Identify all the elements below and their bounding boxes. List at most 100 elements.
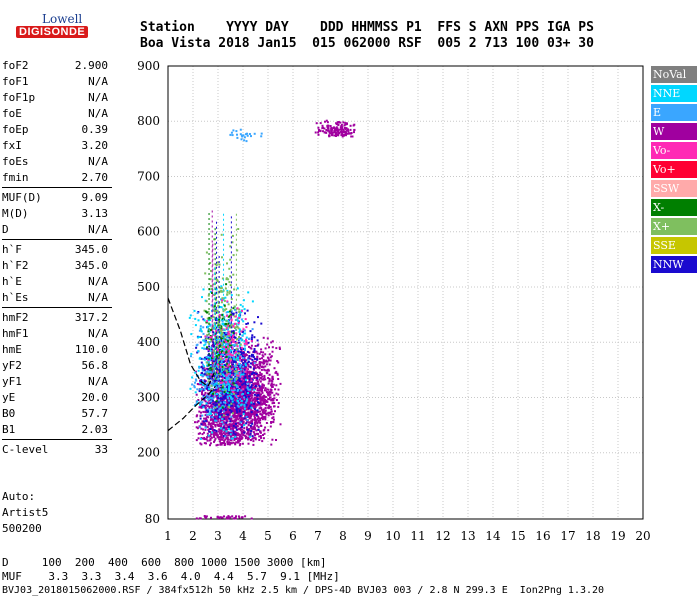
echo-point [201, 363, 204, 366]
echo-point [241, 371, 244, 373]
echo-point [259, 357, 261, 360]
echo-point [211, 288, 213, 290]
echo-point [243, 329, 246, 332]
echo-point [201, 433, 204, 436]
echo-point [221, 320, 224, 323]
echo-point [351, 135, 354, 138]
echo-point [254, 398, 257, 401]
echo-point [233, 384, 236, 387]
echo-point [239, 133, 242, 136]
echo-point [236, 326, 239, 329]
echo-point [261, 384, 264, 386]
echo-point [240, 311, 243, 314]
echo-point [214, 360, 217, 363]
echo-point [249, 405, 252, 408]
echo-point [256, 418, 259, 421]
echo-point [253, 393, 256, 396]
echo-point [270, 413, 273, 416]
echo-point [237, 402, 240, 404]
echo-point [246, 406, 249, 409]
header-values: Boa Vista 2018 Jan15 015 062000 RSF 005 … [140, 36, 594, 51]
y-tick-label: 80 [145, 512, 160, 526]
echo-point [238, 401, 241, 404]
echo-point [237, 341, 240, 344]
echo-point [233, 315, 236, 318]
echo-point [210, 317, 213, 320]
echo-point [194, 421, 196, 424]
echo-point [238, 353, 241, 356]
param-row: foF2 2.900 [2, 58, 110, 74]
echo-point [255, 392, 258, 394]
echo-point [213, 440, 215, 443]
echo-point [212, 351, 215, 354]
echo-point [257, 316, 259, 319]
echo-point [232, 390, 234, 393]
echo-point [226, 340, 229, 342]
echo-point [212, 355, 215, 358]
echo-point [200, 366, 203, 369]
echo-point [271, 377, 274, 380]
echo-point [202, 423, 205, 426]
echo-point [211, 431, 214, 434]
echo-point [250, 427, 253, 430]
echo-point [253, 408, 256, 411]
echo-point [223, 346, 226, 348]
echo-point [247, 408, 250, 411]
echo-point [271, 391, 274, 394]
echo-point [212, 401, 215, 404]
echo-point [265, 371, 268, 374]
echo-point [254, 423, 257, 426]
echo-point [231, 427, 234, 430]
echo-point [227, 388, 230, 391]
echo-point [245, 140, 248, 143]
echo-point [212, 403, 215, 405]
echo-point [195, 402, 198, 405]
echo-point [210, 327, 213, 330]
echo-point [326, 126, 329, 129]
echo-point [225, 437, 228, 440]
echo-point [237, 323, 240, 326]
echo-point [199, 417, 202, 420]
echo-point [207, 376, 210, 379]
echo-point [217, 324, 220, 327]
echo-point [345, 129, 348, 132]
echo-point [332, 127, 335, 129]
echo-point [342, 121, 345, 124]
echo-point [194, 371, 197, 374]
echo-point [259, 380, 262, 383]
echo-point [215, 411, 218, 414]
echo-point [240, 338, 243, 341]
echo-point [207, 336, 210, 339]
echo-point [254, 371, 257, 374]
echo-point [261, 389, 264, 392]
echo-point [237, 228, 240, 230]
echo-point [228, 343, 231, 346]
echo-point [217, 349, 220, 352]
echo-point [239, 128, 242, 131]
echo-point [216, 403, 219, 406]
echo-point [239, 343, 242, 346]
echo-point [226, 386, 229, 389]
echo-point [224, 371, 227, 374]
echo-point [214, 413, 217, 416]
echo-point [236, 425, 239, 427]
echo-point [234, 405, 237, 408]
echo-point [276, 360, 279, 362]
echo-point [219, 328, 222, 331]
echo-point [212, 345, 215, 348]
echo-point [239, 355, 242, 358]
echo-point [253, 402, 255, 405]
echo-point [209, 319, 212, 321]
echo-point [252, 371, 255, 374]
echo-point [216, 311, 219, 314]
echo-point [224, 429, 226, 432]
echo-point [209, 442, 212, 445]
echo-point [348, 132, 351, 135]
echo-point [244, 394, 247, 397]
echo-point [215, 309, 218, 312]
echo-point [226, 390, 229, 393]
param-row: fxI 3.20 [2, 138, 110, 154]
echo-point [257, 343, 260, 346]
echo-point [219, 391, 222, 394]
echo-point [228, 267, 231, 270]
